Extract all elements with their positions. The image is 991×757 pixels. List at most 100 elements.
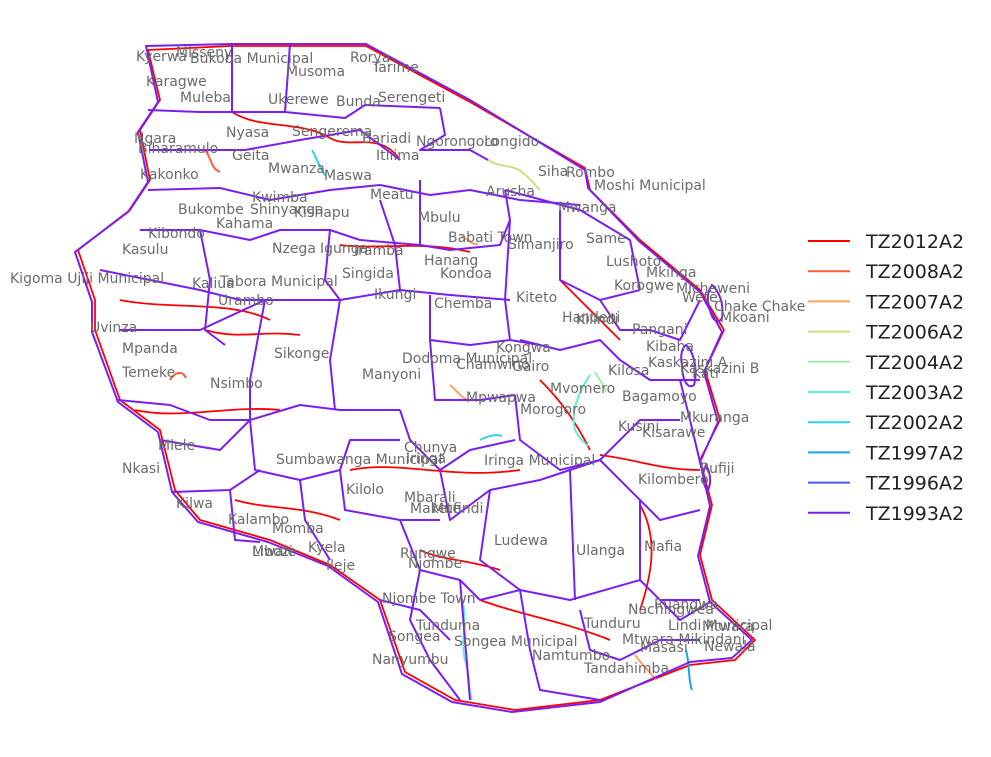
district-label: Chemba [434, 296, 492, 312]
district-label: Serengeti [378, 90, 445, 106]
district-label: Geita [232, 148, 269, 164]
district-label: Mbulu [418, 210, 461, 226]
district-label: Mkoani [720, 310, 770, 326]
district-label: Karagwe [146, 74, 207, 90]
district-label: Chunya [404, 440, 457, 456]
district-label: Mvomero [550, 381, 615, 397]
district-label: Mafia [644, 539, 682, 555]
district-label: Kondoa [440, 266, 492, 282]
district-label: Shinyanga [250, 202, 324, 218]
district-label: Tunduru [583, 616, 641, 632]
segment-tz2002a2-b [311, 149, 327, 177]
district-label: Kilindi [576, 312, 619, 328]
district-label: Chake Chake [714, 299, 805, 315]
district-label: Itilima [376, 148, 420, 164]
pemba-island [706, 283, 724, 323]
district-label: Rufiji [700, 461, 735, 477]
district-label: Igunga [320, 241, 368, 257]
district-label: Hanang [424, 253, 478, 269]
district-label: Mtwara [702, 619, 754, 635]
district-label: Lushoto [606, 254, 661, 270]
district-label: Dodoma Municipal [402, 351, 532, 367]
district-label: Mkuranga [680, 410, 749, 426]
district-label: Rorya [350, 50, 390, 66]
district-label: Mufindi [432, 501, 483, 517]
district-label: Tunduma [415, 618, 480, 634]
district-label: Longido [484, 134, 539, 150]
segment-tz2004a2 [594, 371, 607, 393]
district-label: Songea [388, 629, 440, 645]
district-label: Songea Municipal [454, 634, 578, 650]
district-label: Urambo [218, 293, 274, 309]
district-label: Msalala [0, 0, 53, 4]
district-label: Nzega [272, 241, 316, 257]
legend-label: TZ1996A2 [865, 473, 964, 495]
district-label: Morogoro [520, 402, 586, 418]
legend-label: TZ2006A2 [865, 322, 964, 344]
district-label: Kyerwa [136, 49, 187, 65]
district-label: Kusini [618, 419, 659, 435]
district-label: Makete [410, 501, 461, 517]
district-label: Nyasa [226, 125, 269, 141]
district-label: Lindi Municipal [668, 618, 772, 634]
district-label: Mlele [158, 438, 195, 454]
district-label: Liwale [252, 544, 296, 560]
district-label: Ulanga [576, 543, 625, 559]
district-label: Kilwa [176, 496, 213, 512]
district-label: Kasulu [122, 242, 168, 258]
district-label: Kongwa [496, 340, 551, 356]
district-label: Handeni [562, 310, 620, 326]
legend: TZ2012A2 TZ2008A2 TZ2007A2 TZ2006A2 TZ2004A2… [808, 231, 964, 525]
district-label: Misseny [176, 45, 232, 61]
district-label: Kibondo [148, 226, 205, 242]
district-label: Ruangwa [654, 597, 718, 613]
legend-label: TZ2008A2 [865, 261, 964, 283]
legend-label: TZ2003A2 [865, 382, 964, 404]
district-label: Pangani [632, 322, 688, 338]
district-label: Ukerewe [268, 92, 329, 108]
segment-tz2006a2 [487, 159, 541, 191]
district-label: Sengerema [292, 124, 372, 140]
district-label: Bagamoyo [622, 389, 697, 405]
district-label: Mbozi [252, 544, 293, 560]
district-label: Gairo [512, 359, 549, 375]
district-label: Babati Town [448, 230, 533, 246]
district-label: Uvinza [90, 320, 137, 336]
district-label: Nsimbo [210, 376, 263, 392]
district-label: Kaskazini A [648, 355, 728, 371]
district-label: Iringa Municipal [484, 453, 595, 469]
segment-tz2008a2 [169, 372, 187, 381]
district-label: Nanyumbu [372, 652, 448, 668]
district-label: Mwanza [268, 161, 325, 177]
legend-label: TZ2002A2 [865, 412, 964, 434]
segment-tz2007a2-c [461, 235, 479, 246]
district-label: Biharamulo [138, 141, 218, 157]
district-label: Kyela [308, 540, 346, 556]
district-label: Kilolo [346, 482, 384, 498]
district-label: Kilosa [608, 363, 649, 379]
district-label: Mbarali [404, 490, 456, 506]
district-label: Kibaha [646, 339, 694, 355]
district-label: Ludewa [494, 533, 548, 549]
district-label: Rungwe [400, 546, 456, 562]
district-label: Chamwino [456, 357, 530, 373]
district-label: Kahama [216, 216, 273, 232]
legend-label: TZ2004A2 [865, 352, 964, 374]
segment-tz2003a2 [572, 374, 591, 447]
district-label: Njombe [408, 556, 462, 572]
district-label: Singida [342, 266, 394, 282]
district-label: Bukoba Municipal [190, 51, 313, 67]
district-label: Kiteto [516, 290, 557, 306]
district-label: Sikonge [274, 346, 329, 362]
district-label: Siha [538, 164, 568, 180]
district-label: Meatu [370, 187, 414, 203]
district-label: Bukombe [178, 202, 244, 218]
district-label: Iringa [406, 451, 446, 467]
district-label: Mkinga [646, 265, 696, 281]
district-label: Tarime [371, 60, 419, 76]
district-label: Arusha [486, 184, 535, 200]
district-label: Rombo [566, 165, 615, 181]
district-label: Tandahimba [583, 661, 669, 677]
district-label: Nkasi [122, 461, 160, 477]
